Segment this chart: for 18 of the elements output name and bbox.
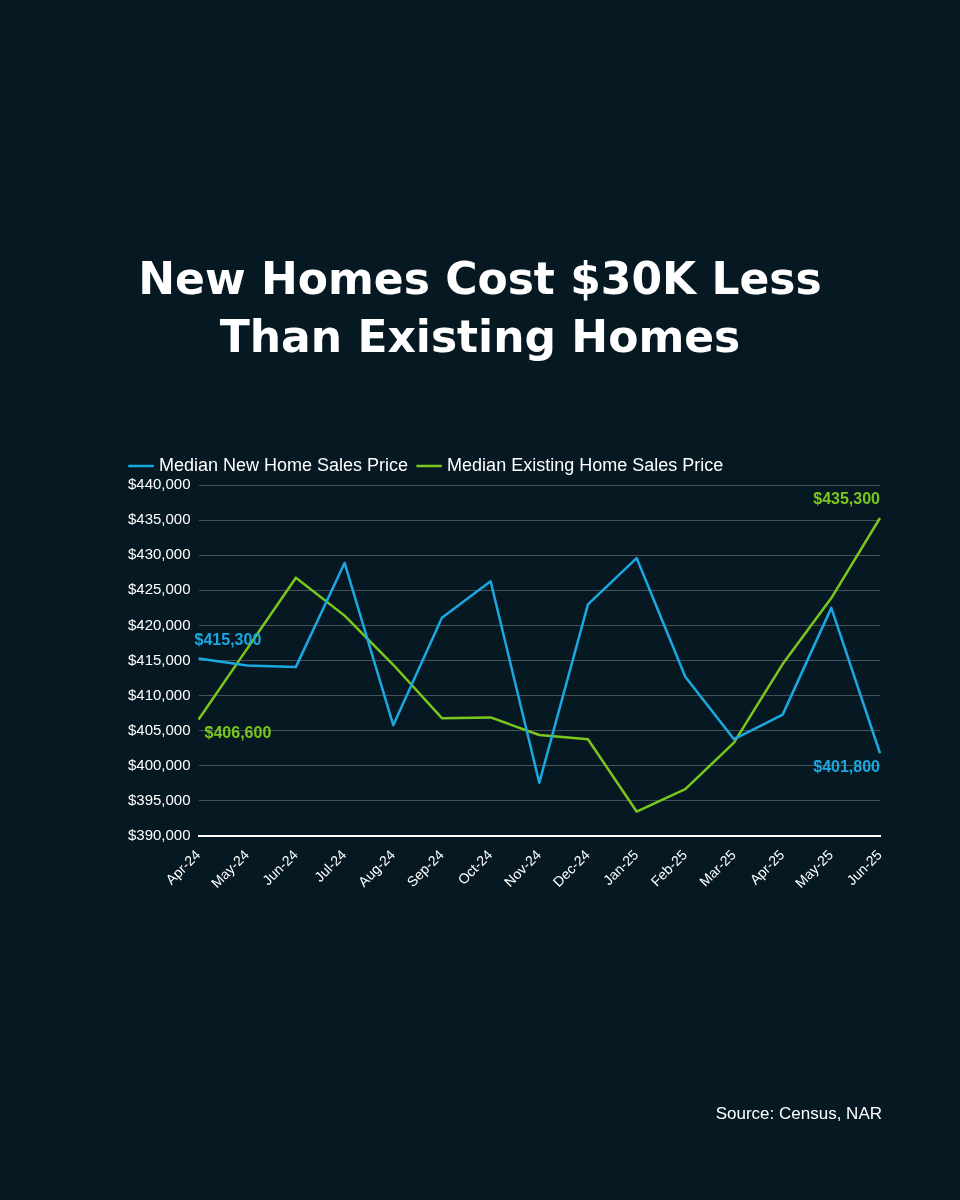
y-tick-label: $410,000	[127, 685, 191, 703]
y-tick-label: $430,000	[127, 545, 191, 563]
y-tick-label: $415,000	[127, 650, 191, 668]
y-tick-label: $390,000	[127, 826, 191, 844]
data-label: $401,800	[813, 757, 881, 775]
legend-label: Median New Home Sales Price	[159, 454, 409, 475]
y-tick-label: $420,000	[127, 615, 191, 633]
y-tick-label: $400,000	[127, 756, 191, 774]
source-note: Source: Census, NAR	[715, 1104, 882, 1124]
y-tick-label: $395,000	[127, 791, 191, 809]
chart-title: New Homes Cost $30K Less Than Existing Homes	[137, 252, 823, 364]
y-tick-label: $405,000	[127, 720, 191, 738]
y-tick-label: $425,000	[127, 580, 191, 598]
y-tick-label: $435,000	[127, 510, 191, 528]
data-label: $435,300	[813, 490, 881, 508]
y-tick-label: $440,000	[127, 475, 191, 493]
data-label: $406,600	[204, 723, 272, 741]
legend-label: Median Existing Home Sales Price	[447, 454, 724, 475]
